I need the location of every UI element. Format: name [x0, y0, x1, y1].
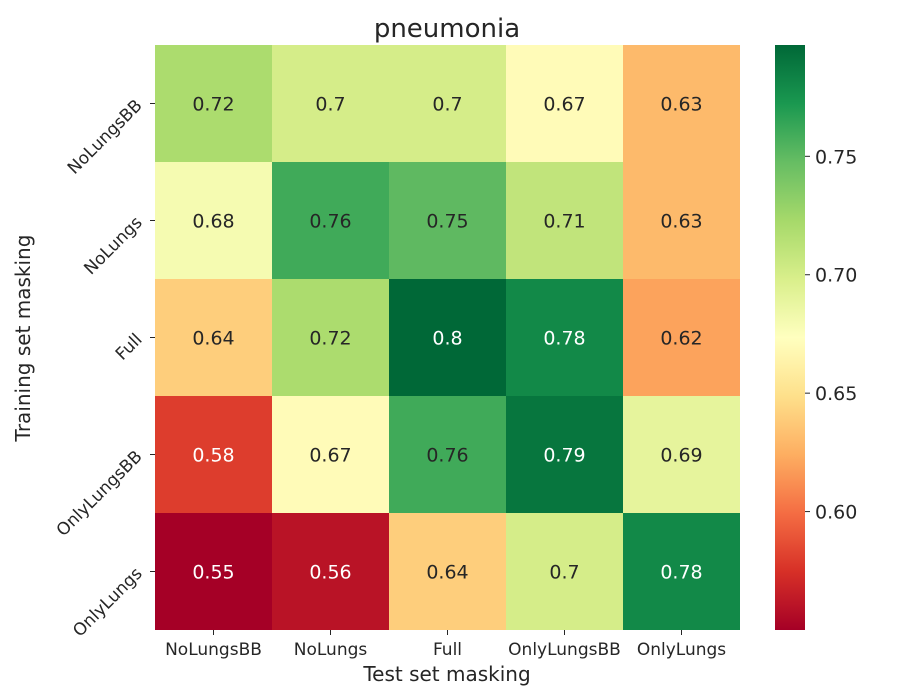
colorbar-tick-label-3: 0.75	[815, 146, 857, 168]
cell-value-label-2-1: 0.72	[309, 328, 351, 350]
heatmap-cell-1-4	[623, 162, 740, 279]
cell-value-label-1-1: 0.76	[309, 211, 351, 233]
heatmap-cell-2-4	[623, 279, 740, 396]
cell-value-label-3-4: 0.69	[660, 445, 702, 467]
cell-value-label-1-2: 0.75	[426, 211, 468, 233]
y-tick-label-4: OnlyLungs	[69, 564, 146, 641]
cell-value-label-4-1: 0.56	[309, 562, 351, 584]
heatmap-cell-0-2	[389, 45, 506, 162]
cell-value-label-2-2: 0.8	[432, 328, 462, 350]
cell-value-label-2-0: 0.64	[192, 328, 234, 350]
heatmap-cell-1-0	[155, 162, 272, 279]
colorbar-gradient	[775, 45, 805, 630]
x-axis-label: Test set masking	[362, 662, 530, 686]
y-tick-label-1: NoLungs	[80, 213, 146, 279]
cell-value-label-0-4: 0.63	[660, 94, 702, 116]
heatmap-cell-0-1	[272, 45, 389, 162]
heatmap-cell-1-1	[272, 162, 389, 279]
cell-value-label-3-1: 0.67	[309, 445, 351, 467]
cell-value-label-4-3: 0.7	[549, 562, 579, 584]
heatmap-cell-4-1	[272, 513, 389, 630]
colorbar-tick-label-1: 0.65	[815, 383, 857, 405]
cell-value-label-0-0: 0.72	[192, 94, 234, 116]
heatmap-cell-1-3	[506, 162, 623, 279]
colorbar-tick-label-2: 0.70	[815, 265, 857, 287]
cell-value-label-0-2: 0.7	[432, 94, 462, 116]
x-tick-label-1: NoLungs	[294, 640, 368, 660]
heatmap-cell-3-3	[506, 396, 623, 513]
cell-value-label-1-3: 0.71	[543, 211, 585, 233]
heatmap-cell-2-0	[155, 279, 272, 396]
cell-value-label-4-0: 0.55	[192, 562, 234, 584]
x-tick-label-4: OnlyLungs	[637, 640, 726, 660]
x-tick-label-0: NoLungsBB	[165, 640, 262, 660]
cell-value-label-1-4: 0.63	[660, 211, 702, 233]
y-axis-ticks: NoLungsBB NoLungs Full OnlyLungsBB OnlyLungs	[53, 96, 155, 641]
heatmap-cell-0-0	[155, 45, 272, 162]
heatmap-cell-3-4	[623, 396, 740, 513]
cell-value-label-2-3: 0.78	[543, 328, 585, 350]
heatmap-cell-3-0	[155, 396, 272, 513]
heatmap-cell-1-2	[389, 162, 506, 279]
heatmap-cell-0-4	[623, 45, 740, 162]
y-tick-label-2: Full	[112, 330, 147, 365]
heatmap-cell-4-0	[155, 513, 272, 630]
heatmap-cell-4-4	[623, 513, 740, 630]
heatmap-cells: 0.72 0.7 0.7 0.67 0.63 0.68 0.76 0.75 0.71 0.63 0.…	[155, 45, 740, 630]
cell-value-label-4-2: 0.64	[426, 562, 468, 584]
y-axis-label: Training set masking	[11, 235, 35, 443]
heatmap-cell-4-3	[506, 513, 623, 630]
x-tick-label-3: OnlyLungsBB	[508, 640, 621, 660]
cell-value-label-4-4: 0.78	[660, 562, 702, 584]
heatmap-cell-3-2	[389, 396, 506, 513]
x-tick-label-2: Full	[433, 640, 462, 660]
heatmap-cell-2-2	[389, 279, 506, 396]
cell-value-label-0-3: 0.67	[543, 94, 585, 116]
heatmap-cell-0-3	[506, 45, 623, 162]
chart-title: pneumonia	[374, 14, 520, 44]
cell-value-label-2-4: 0.62	[660, 328, 702, 350]
cell-value-label-0-1: 0.7	[315, 94, 345, 116]
y-tick-label-3: OnlyLungsBB	[53, 447, 147, 541]
colorbar-tick-label-0: 0.60	[815, 502, 857, 524]
cell-value-label-3-0: 0.58	[192, 445, 234, 467]
cell-value-label-3-3: 0.79	[543, 445, 585, 467]
cell-value-label-1-0: 0.68	[192, 211, 234, 233]
heatmap-cell-4-2	[389, 513, 506, 630]
heatmap-cell-2-1	[272, 279, 389, 396]
y-tick-label-0: NoLungsBB	[64, 96, 147, 179]
x-axis-ticks: NoLungsBB NoLungs Full OnlyLungsBB OnlyLungs	[165, 630, 726, 660]
heatmap-cell-3-1	[272, 396, 389, 513]
heatmap-cell-2-3	[506, 279, 623, 396]
colorbar: 0.60 0.65 0.70 0.75	[775, 45, 857, 630]
cell-value-label-3-2: 0.76	[426, 445, 468, 467]
